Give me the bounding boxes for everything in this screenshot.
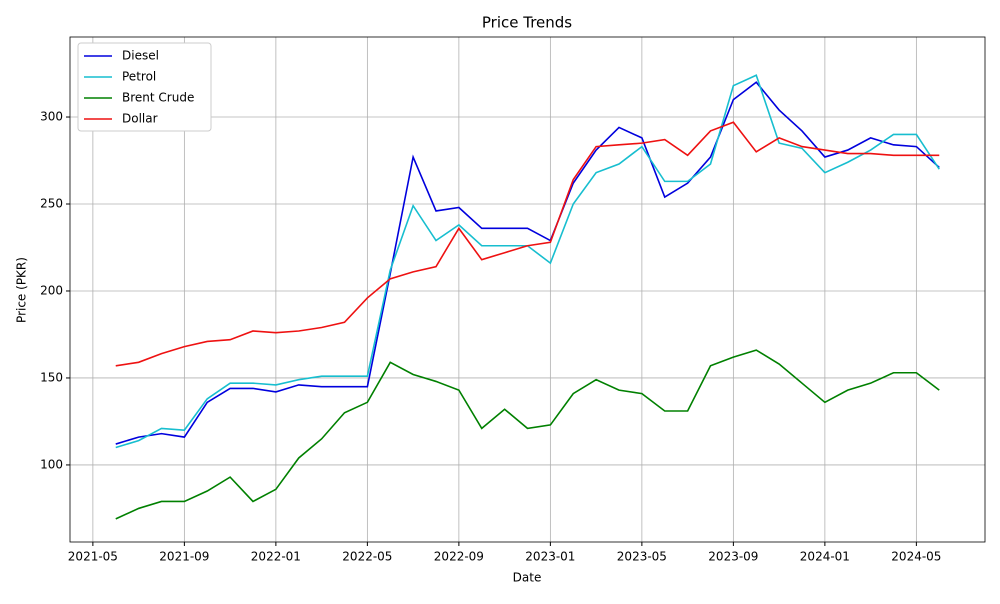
y-tick-label: 100 (40, 457, 63, 471)
x-tick-label: 2023-01 (525, 550, 575, 564)
plot-frame (69, 36, 986, 543)
legend-label: Petrol (122, 70, 156, 84)
legend-label: Dollar (122, 112, 158, 126)
y-tick-label: 150 (40, 370, 63, 384)
x-tick-label: 2021-09 (159, 550, 209, 564)
x-tick-label: 2021-05 (68, 550, 118, 564)
x-tick-label: 2022-05 (342, 550, 392, 564)
legend-box (77, 42, 212, 132)
x-tick-label: 2023-09 (708, 550, 758, 564)
x-tick-label: 2022-01 (251, 550, 301, 564)
series-line (115, 349, 940, 520)
series-line (115, 81, 940, 445)
y-tick-label: 300 (40, 110, 63, 124)
series-line (115, 121, 940, 367)
x-tick-label: 2023-05 (617, 550, 667, 564)
x-tick-label: 2024-01 (800, 550, 850, 564)
x-tick-label: 2024-05 (891, 550, 941, 564)
legend-label: Brent Crude (122, 91, 194, 105)
y-tick-label: 200 (40, 283, 63, 297)
y-axis-label: Price (PKR) (15, 257, 29, 323)
x-axis-label: Date (513, 571, 542, 585)
legend-label: Diesel (122, 49, 159, 63)
series-line (115, 74, 940, 449)
chart-title: Price Trends (482, 14, 572, 32)
x-tick-label: 2022-09 (434, 550, 484, 564)
y-tick-label: 250 (40, 196, 63, 210)
